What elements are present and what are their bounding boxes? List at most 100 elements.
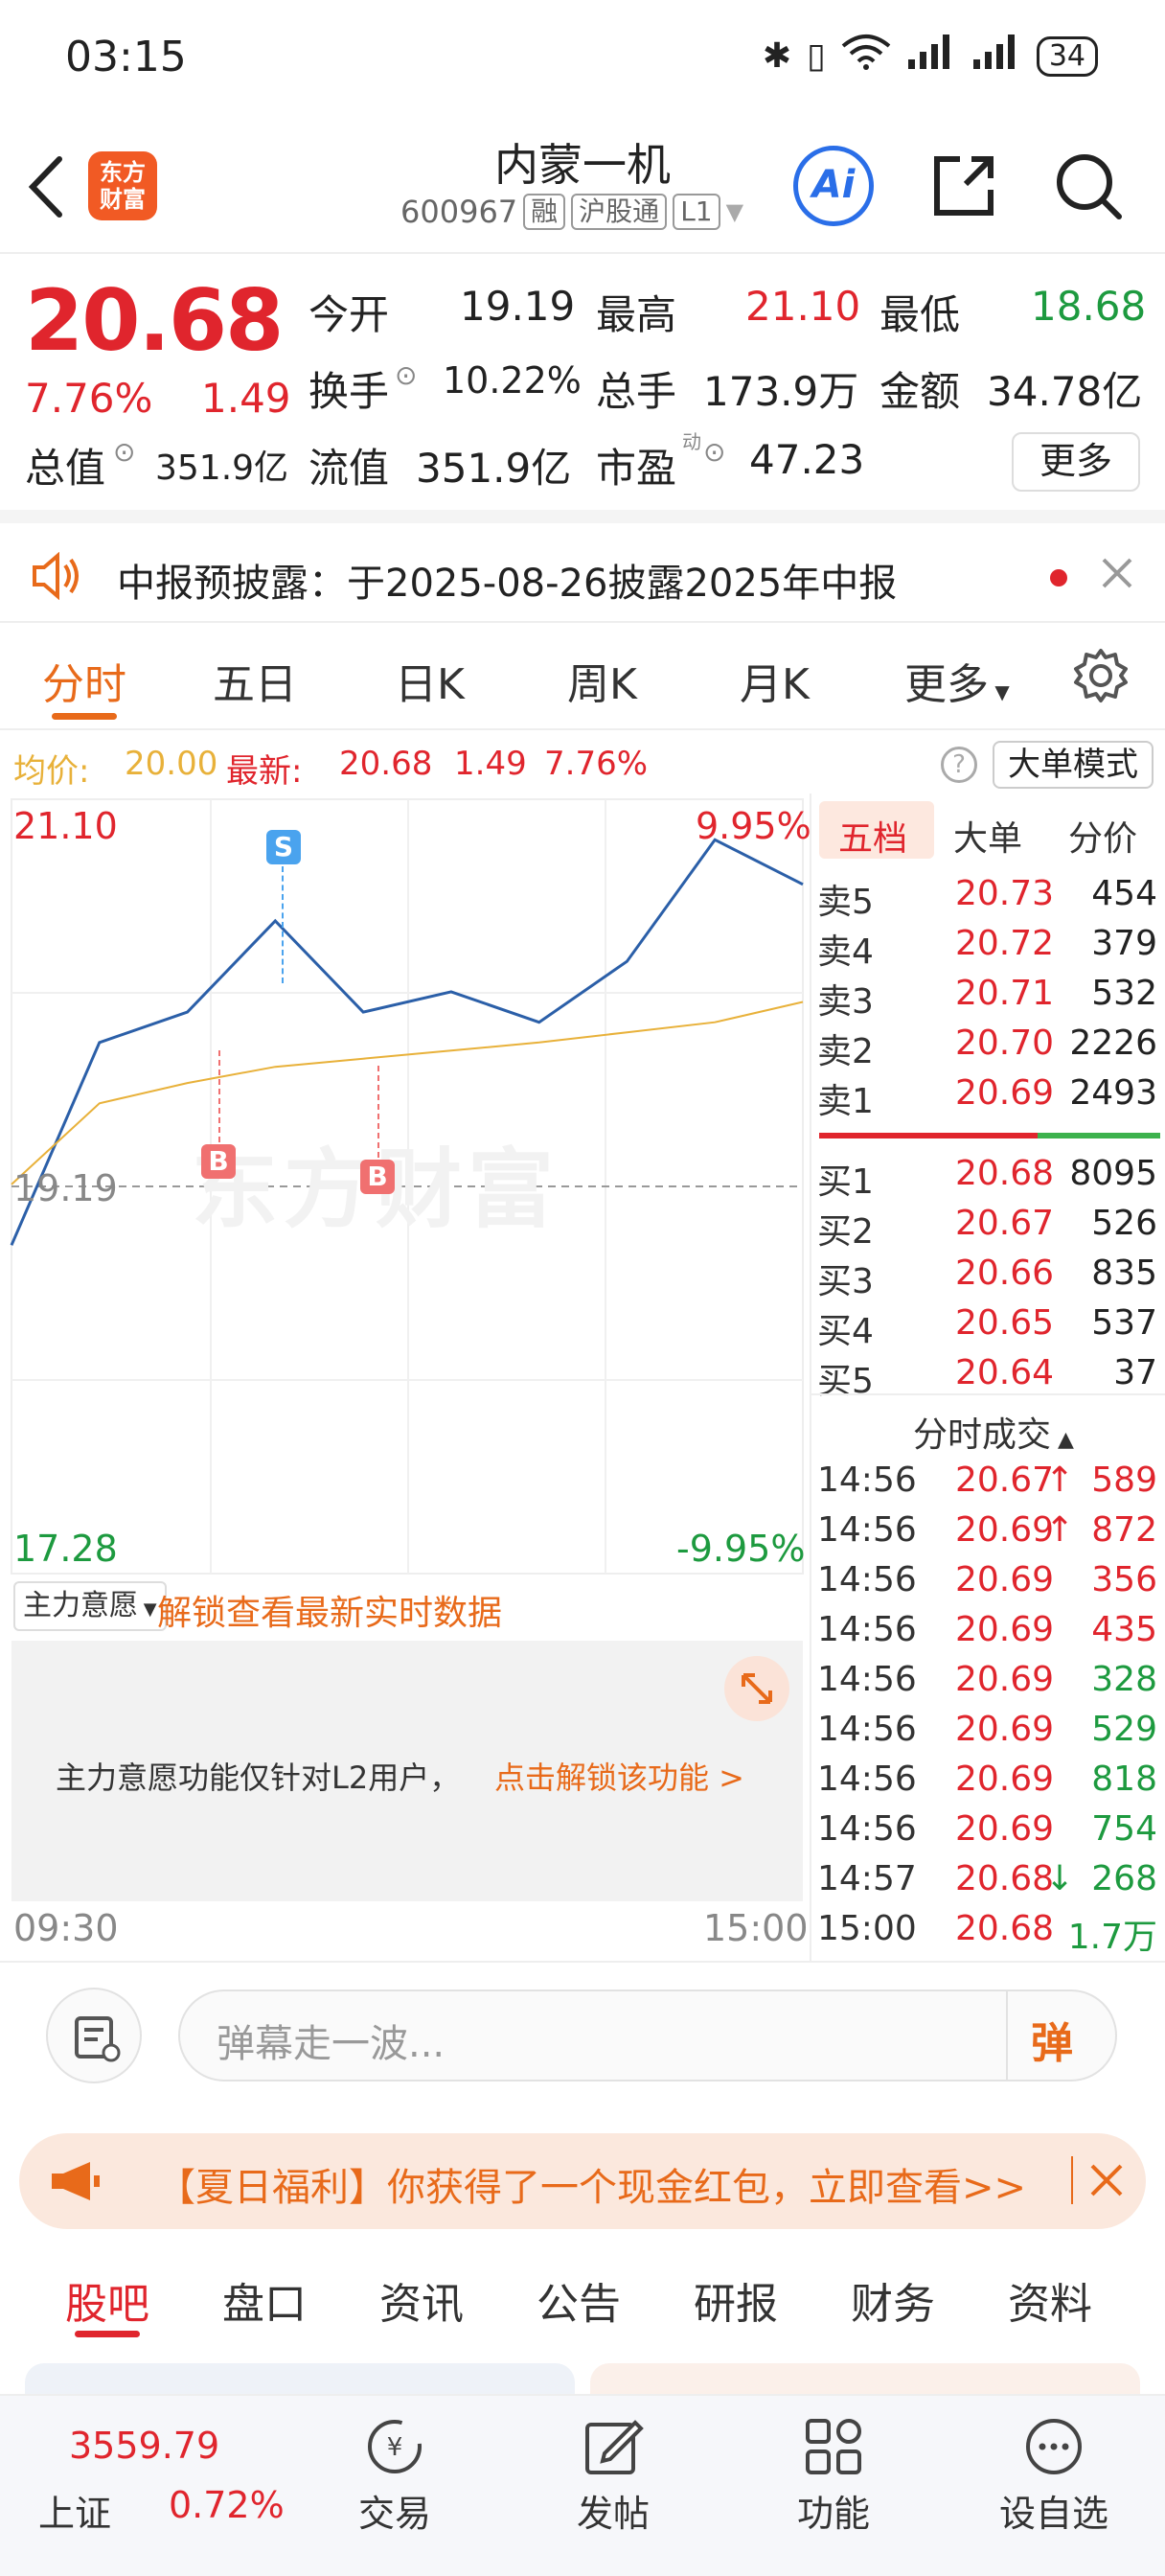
ask-row[interactable]: 卖5 20.73 454 xyxy=(811,874,1165,924)
order-book-panel: 五档 大单 分价 卖5 20.73 454 卖4 20.72 379 卖3 20.71 532 卖… xyxy=(810,794,1165,1961)
buy-marker-line-1 xyxy=(218,1050,220,1142)
share-icon[interactable] xyxy=(927,150,1000,222)
tab-weekly[interactable]: 周K xyxy=(567,660,637,709)
tab-news[interactable]: 资讯 xyxy=(379,2280,464,2329)
bid-row[interactable]: 买4 20.65 537 xyxy=(811,1303,1165,1353)
level-price: 20.68 xyxy=(955,1154,1055,1193)
info-icon-3[interactable]: ⊙ xyxy=(703,436,726,468)
ai-button[interactable]: Ai xyxy=(793,146,874,226)
tab-finance[interactable]: 财务 xyxy=(851,2280,935,2329)
close-icon[interactable] xyxy=(1086,2160,1127,2204)
tab-big-order[interactable]: 大单 xyxy=(953,819,1023,859)
tab-announcement[interactable]: 公告 xyxy=(537,2280,621,2329)
bid-row[interactable]: 买1 20.68 8095 xyxy=(811,1154,1165,1204)
level-volume: 835 xyxy=(1091,1254,1157,1293)
level-volume: 37 xyxy=(1113,1353,1157,1392)
ask-row[interactable]: 卖4 20.72 379 xyxy=(811,924,1165,974)
level-volume: 379 xyxy=(1091,924,1157,963)
help-icon[interactable]: ? xyxy=(941,747,977,783)
level-label: 卖3 xyxy=(817,982,874,1022)
tab-price-dist[interactable]: 分价 xyxy=(1068,819,1138,859)
back-button[interactable] xyxy=(23,153,71,220)
app-logo[interactable]: 东方 财富 xyxy=(88,151,157,220)
wifi-icon xyxy=(841,33,891,80)
tab-5day[interactable]: 五日 xyxy=(213,660,297,709)
nav-post[interactable]: 发帖 xyxy=(546,2415,680,2537)
speaker-icon xyxy=(31,551,84,604)
ticks-title-label: 分时成交 xyxy=(913,1415,1052,1455)
indicator-selector[interactable]: 主力意愿 ▼ xyxy=(13,1581,167,1631)
tick-arrow-icon: ↓ xyxy=(1045,1859,1075,1898)
sell-marker[interactable]: S xyxy=(266,830,301,864)
search-icon[interactable] xyxy=(1052,150,1125,222)
nav-add-watchlist[interactable]: 设自选 xyxy=(987,2415,1121,2537)
stock-code-row[interactable]: 600967 融 沪股通 L1 ▼ xyxy=(400,194,743,230)
promo-banner[interactable]: 【夏日福利】你获得了一个现金红包，立即查看>> xyxy=(19,2133,1146,2229)
ticks-title[interactable]: 分时成交 ▲ xyxy=(913,1407,1074,1457)
tab-more[interactable]: 更多 ▼ xyxy=(904,650,1010,711)
buy-marker-2[interactable]: B xyxy=(360,1160,395,1194)
tick-volume: 435 xyxy=(1091,1610,1157,1649)
mktcap-label: 总值 xyxy=(25,445,106,492)
level-price: 20.67 xyxy=(955,1204,1055,1243)
draft-icon[interactable] xyxy=(46,1988,142,2083)
tab-monthly[interactable]: 月K xyxy=(740,660,810,709)
tab-five-level-bg xyxy=(819,801,934,859)
nav-add-watchlist-label: 设自选 xyxy=(998,2493,1108,2535)
banner-divider xyxy=(1071,2156,1073,2204)
ask-row[interactable]: 卖2 20.70 2226 xyxy=(811,1024,1165,1073)
close-icon[interactable] xyxy=(1098,554,1136,596)
bid-row[interactable]: 买3 20.66 835 xyxy=(811,1254,1165,1303)
locked-link[interactable]: 点击解锁该功能 > xyxy=(494,1760,744,1796)
comment-bar: 弹幕走一波... 弹 xyxy=(0,1961,1165,2152)
divider xyxy=(811,1393,1165,1395)
ask-row[interactable]: 卖3 20.71 532 xyxy=(811,974,1165,1024)
nav-functions[interactable]: 功能 xyxy=(766,2415,901,2537)
tab-forum[interactable]: 股吧 xyxy=(65,2280,149,2329)
tab-research[interactable]: 研报 xyxy=(694,2280,778,2329)
index-pct: 0.72% xyxy=(169,2484,285,2526)
avg-label: 均价: xyxy=(13,752,90,791)
ratio-bar-down xyxy=(1038,1133,1160,1138)
level-label: 买1 xyxy=(817,1162,874,1202)
tick-time: 14:57 xyxy=(817,1859,917,1898)
tick-volume: 529 xyxy=(1091,1710,1157,1749)
tab-handicap[interactable]: 盘口 xyxy=(222,2280,307,2329)
section-underline xyxy=(75,2331,140,2337)
locked-text: 主力意愿功能仅针对L2用户， xyxy=(56,1760,461,1796)
signal-icon-2 xyxy=(971,33,1021,80)
settings-icon[interactable] xyxy=(1073,648,1129,707)
big-order-mode-button[interactable]: 大单模式 xyxy=(993,741,1154,789)
bid-row[interactable]: 买2 20.67 526 xyxy=(811,1204,1165,1254)
notice-bar[interactable]: 中报预披露：于2025-08-26披露2025年中报 xyxy=(0,510,1165,623)
expand-icon[interactable] xyxy=(724,1656,789,1721)
level-price: 20.71 xyxy=(955,974,1055,1013)
change-percent: 7.76% xyxy=(25,375,153,422)
buy-marker-1[interactable]: B xyxy=(201,1144,236,1179)
more-button[interactable]: 更多 xyxy=(1012,432,1140,492)
bid-row[interactable]: 买5 20.64 37 xyxy=(811,1353,1165,1403)
latest-pct: 7.76% xyxy=(544,745,649,783)
latest-label: 最新: xyxy=(226,752,303,791)
tab-profile[interactable]: 资料 xyxy=(1008,2280,1092,2329)
level-price: 20.65 xyxy=(955,1303,1055,1343)
tab-daily[interactable]: 日K xyxy=(395,660,465,709)
unlock-link[interactable]: 解锁查看最新实时数据 xyxy=(157,1594,503,1633)
tab-underline xyxy=(52,713,117,720)
ask-row[interactable]: 卖1 20.69 2493 xyxy=(811,1073,1165,1123)
ratio-bar-up xyxy=(819,1133,1038,1138)
tick-volume: 818 xyxy=(1091,1760,1157,1799)
tab-more-label: 更多 xyxy=(904,660,989,709)
nav-trade[interactable]: ¥ 交易 xyxy=(328,2415,462,2537)
high-value: 21.10 xyxy=(745,283,861,330)
amount-label: 金额 xyxy=(879,368,961,415)
chart-svg xyxy=(10,798,804,1575)
danmu-button[interactable]: 弹 xyxy=(1031,2019,1073,2068)
info-icon-2[interactable]: ⊙ xyxy=(113,436,136,468)
comment-input[interactable]: 弹幕走一波... 弹 xyxy=(178,1990,1117,2082)
info-icon[interactable]: ⊙ xyxy=(395,359,418,391)
tab-intraday[interactable]: 分时 xyxy=(42,660,126,709)
tab-five-level[interactable]: 五档 xyxy=(838,819,908,859)
index-ticker[interactable]: 3559.79 上证 0.72% xyxy=(19,2415,285,2559)
